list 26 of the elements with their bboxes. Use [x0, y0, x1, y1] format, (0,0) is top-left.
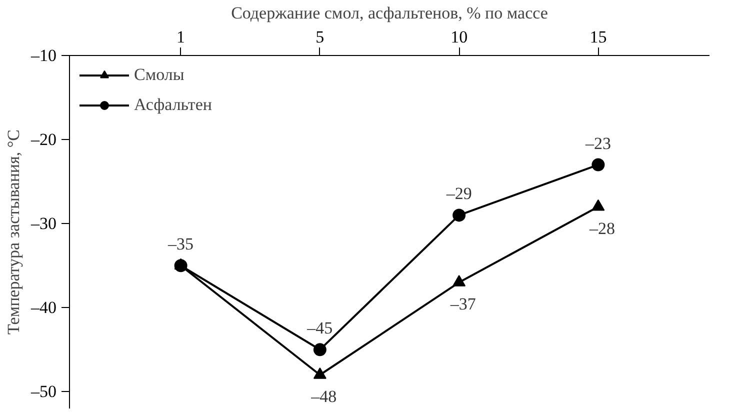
legend-label: Смолы	[134, 65, 184, 85]
data-label: –28	[588, 218, 615, 238]
x-tick-label: 15	[590, 28, 607, 46]
data-label: –23	[584, 134, 611, 153]
point	[592, 199, 605, 211]
point	[592, 158, 605, 172]
data-label: –37	[449, 294, 476, 314]
point	[313, 367, 326, 379]
x-tick-label: 1	[176, 28, 186, 46]
data-label: –35	[167, 234, 194, 254]
x-axis-title: Содержание смол, асфальтенов, % по массе	[231, 4, 548, 22]
point	[174, 259, 188, 272]
y-tick-label: –20	[30, 130, 56, 150]
x-tick-label: 10	[450, 28, 468, 46]
point	[452, 275, 466, 286]
y-tick-label: –10	[30, 46, 56, 65]
y-tick-label: –50	[30, 382, 56, 402]
data-label: –45	[306, 318, 333, 338]
data-label: –29	[445, 184, 472, 204]
data-label: –48	[310, 386, 337, 406]
point	[452, 208, 466, 222]
y-tick-label: –40	[30, 298, 56, 318]
y-axis-title: Температура застывания, °C	[4, 130, 23, 334]
y-tick-label: –30	[30, 214, 56, 234]
legend-label: Асфальтен	[134, 95, 212, 115]
x-tick-label: 5	[316, 28, 324, 46]
